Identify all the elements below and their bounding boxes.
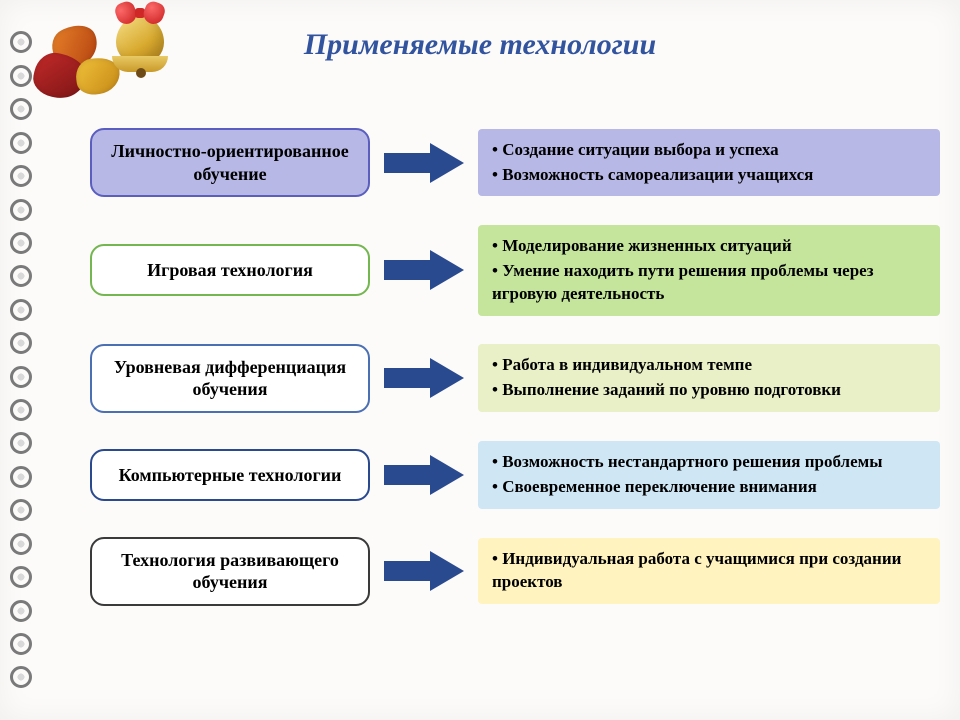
arrow-icon xyxy=(384,356,464,400)
bullet-item: Индивидуальная работа с учащимися при со… xyxy=(492,548,926,594)
bullet-item: Своевременное переключение внимания xyxy=(492,476,926,499)
bullet-item: Моделирование жизненных ситуаций xyxy=(492,235,926,258)
slide: Применяемые технологии Личностно-ориенти… xyxy=(0,0,960,720)
bow-icon xyxy=(116,2,164,28)
technology-row: Технология развивающего обучения Индивиду… xyxy=(90,537,940,606)
technology-label: Игровая технология xyxy=(90,244,370,296)
technology-label: Личностно-ориентированное обучение xyxy=(90,128,370,197)
technology-label: Компьютерные технологии xyxy=(90,449,370,501)
technology-description: Создание ситуации выбора и успехаВозможн… xyxy=(478,129,940,197)
bullet-item: Выполнение заданий по уровню подготовки xyxy=(492,379,926,402)
technology-label: Уровневая дифференциация обучения xyxy=(90,344,370,413)
technology-row: Уровневая дифференциация обучения Работа … xyxy=(90,344,940,413)
technology-description: Индивидуальная работа с учащимися при со… xyxy=(478,538,940,604)
technology-label: Технология развивающего обучения xyxy=(90,537,370,606)
corner-decoration xyxy=(30,4,170,124)
page-title: Применяемые технологии xyxy=(0,28,960,62)
technology-description: Работа в индивидуальном темпеВыполнение … xyxy=(478,344,940,412)
technology-row: Компьютерные технологии Возможность неста… xyxy=(90,441,940,509)
arrow-icon xyxy=(384,141,464,185)
bullet-item: Создание ситуации выбора и успеха xyxy=(492,139,926,162)
bullet-item: Умение находить пути решения проблемы че… xyxy=(492,260,926,306)
technology-description: Возможность нестандартного решения пробл… xyxy=(478,441,940,509)
technology-row: Личностно-ориентированное обучение Создан… xyxy=(90,128,940,197)
bullet-item: Возможность самореализации учащихся xyxy=(492,164,926,187)
bullet-item: Возможность нестандартного решения пробл… xyxy=(492,451,926,474)
technology-description: Моделирование жизненных ситуацийУмение н… xyxy=(478,225,940,316)
bullet-item: Работа в индивидуальном темпе xyxy=(492,354,926,377)
technology-row: Игровая технология Моделирование жизненны… xyxy=(90,225,940,316)
technology-list: Личностно-ориентированное обучение Создан… xyxy=(90,128,940,606)
arrow-icon xyxy=(384,549,464,593)
arrow-icon xyxy=(384,248,464,292)
arrow-icon xyxy=(384,453,464,497)
